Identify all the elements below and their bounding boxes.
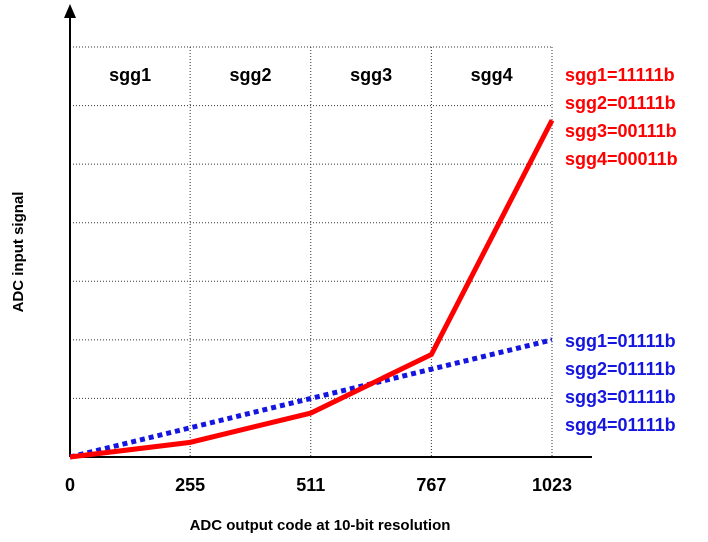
legend-entry: sgg4=01111b (565, 415, 676, 435)
legend-entry: sgg2=01111b (565, 359, 676, 379)
segment-labels: sgg1 sgg2 sgg3 sgg4 (109, 65, 513, 85)
legend-entry: sgg3=00111b (565, 121, 677, 141)
x-tick-label: 255 (175, 475, 205, 495)
x-tick-label: 1023 (532, 475, 572, 495)
segment-label: sgg3 (350, 65, 392, 85)
legends: sgg1=11111b sgg2=01111b sgg3=00111b sgg4=00… (565, 65, 678, 435)
segment-label: sgg2 (229, 65, 271, 85)
y-axis-arrow (64, 4, 76, 18)
x-tick-label: 0 (65, 475, 75, 495)
legend-entry: sgg1=01111b (565, 331, 676, 351)
x-tick-labels: 0 255 511 767 1023 (65, 475, 572, 495)
series (69, 119, 555, 460)
segment-label: sgg1 (109, 65, 151, 85)
axes (64, 4, 592, 458)
y-axis-label: ADC input signal (10, 192, 27, 313)
x-tick-label: 767 (416, 475, 446, 495)
legend-entry: sgg1=11111b (565, 65, 675, 85)
x-axis-label: ADC output code at 10-bit resolution (190, 517, 451, 534)
x-tick-label: 511 (296, 475, 325, 495)
series-line-solid (69, 119, 555, 460)
series-line-dotted (69, 337, 553, 460)
legend-entry: sgg3=01111b (565, 387, 676, 407)
grid (70, 46, 553, 457)
legend-entry: sgg4=00011b (565, 149, 678, 169)
segment-label: sgg4 (471, 65, 513, 85)
legend-entry: sgg2=01111b (565, 93, 676, 113)
